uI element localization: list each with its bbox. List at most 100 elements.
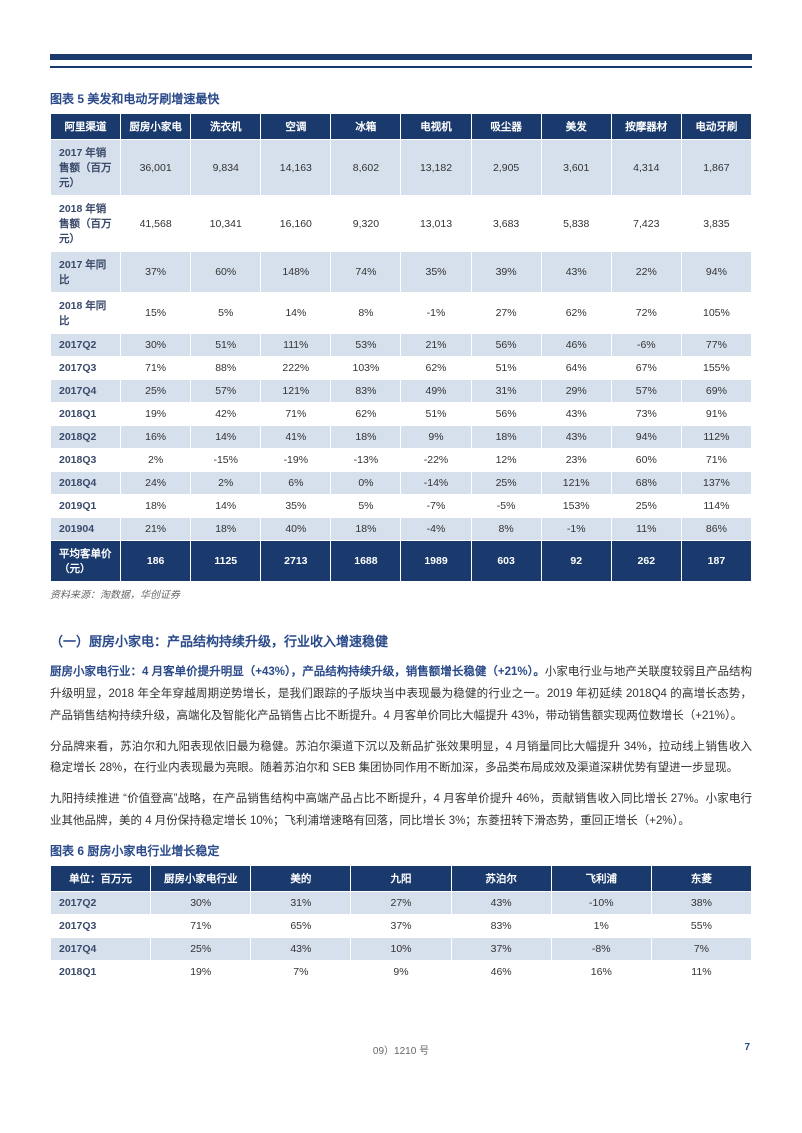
table5-footer-cell: 92 [541, 541, 611, 582]
table5-footer-cell: 262 [611, 541, 681, 582]
table5-cell: 51% [471, 357, 541, 380]
table5-cell: 23% [541, 449, 611, 472]
table5-cell: 1,867 [681, 140, 751, 196]
table5-cell: 11% [611, 518, 681, 541]
table6-cell: 30% [151, 891, 251, 914]
table5-cell: 121% [541, 472, 611, 495]
table6-cell: 19% [151, 960, 251, 983]
table5-cell: 71% [121, 357, 191, 380]
table5-cell: 6% [261, 472, 331, 495]
section1-para1: 厨房小家电行业：4 月客单价提升明显（+43%），产品结构持续升级，销售额增长稳… [50, 662, 752, 728]
table6-col-header: 单位：百万元 [51, 865, 151, 891]
table5-col-header: 厨房小家电 [121, 114, 191, 140]
table6-cell: 31% [251, 891, 351, 914]
table5-col-header: 洗衣机 [191, 114, 261, 140]
table5-cell: 37% [121, 252, 191, 293]
table5-cell: 2019Q1 [51, 495, 121, 518]
table5-cell: -13% [331, 449, 401, 472]
page-number: 7 [744, 1042, 750, 1053]
table5-cell: 7,423 [611, 196, 681, 252]
table5-cell: -15% [191, 449, 261, 472]
table5-cell: 2017Q3 [51, 357, 121, 380]
table6: 单位：百万元厨房小家电行业美的九阳苏泊尔飞利浦东菱 2017Q230%31%27… [50, 865, 752, 984]
table5-cell: 15% [121, 293, 191, 334]
table5-cell: 148% [261, 252, 331, 293]
table5-cell: 3,601 [541, 140, 611, 196]
table5-cell: 14,163 [261, 140, 331, 196]
table5-cell: 41,568 [121, 196, 191, 252]
table5-footer-cell: 2713 [261, 541, 331, 582]
table5-cell: 18% [331, 426, 401, 449]
table5-cell: 94% [611, 426, 681, 449]
table5-cell: 2018Q3 [51, 449, 121, 472]
table5-cell: 103% [331, 357, 401, 380]
table5-cell: 105% [681, 293, 751, 334]
table5-cell: 56% [471, 403, 541, 426]
table6-cell: 16% [551, 960, 651, 983]
table5-cell: 40% [261, 518, 331, 541]
table5-col-header: 按摩器材 [611, 114, 681, 140]
table5-footer-cell: 603 [471, 541, 541, 582]
table5-cell: 2018 年销售额（百万元） [51, 196, 121, 252]
table5-cell: 2017Q2 [51, 334, 121, 357]
table6-cell: 46% [451, 960, 551, 983]
footer: 09）1210 号 7 [0, 1042, 802, 1057]
table5-cell: 62% [331, 403, 401, 426]
table5-footer-cell: 1125 [191, 541, 261, 582]
table5-cell: 2,905 [471, 140, 541, 196]
table5-cell: 121% [261, 380, 331, 403]
table5-cell: 16% [121, 426, 191, 449]
table5-cell: 222% [261, 357, 331, 380]
table6-cell: 11% [651, 960, 751, 983]
table5-cell: 8% [331, 293, 401, 334]
table5-cell: 111% [261, 334, 331, 357]
table5-col-header: 吸尘器 [471, 114, 541, 140]
table5-cell: 18% [191, 518, 261, 541]
table6-cell: 2017Q2 [51, 891, 151, 914]
table5-cell: 2% [191, 472, 261, 495]
table5-cell: 14% [261, 293, 331, 334]
table5: 阿里渠道厨房小家电洗衣机空调冰箱电视机吸尘器美发按摩器材电动牙刷 2017 年销… [50, 113, 752, 582]
table5-cell: 88% [191, 357, 261, 380]
table5-cell: 62% [401, 357, 471, 380]
table6-cell: 71% [151, 914, 251, 937]
section1-para2: 分品牌来看，苏泊尔和九阳表现依旧最为稳健。苏泊尔渠道下沉以及新品扩张效果明显，4… [50, 737, 752, 781]
table6-cell: 7% [251, 960, 351, 983]
table5-cell: 57% [191, 380, 261, 403]
table5-cell: 3,835 [681, 196, 751, 252]
table5-col-header: 阿里渠道 [51, 114, 121, 140]
table5-cell: 49% [401, 380, 471, 403]
table5-cell: 19% [121, 403, 191, 426]
table5-cell: 5% [191, 293, 261, 334]
table5-cell: 8% [471, 518, 541, 541]
table5-cell: 64% [541, 357, 611, 380]
table5-cell: 13,013 [401, 196, 471, 252]
table5-title: 图表 5 美发和电动牙刷增速最快 [50, 90, 752, 107]
table5-cell: 36,001 [121, 140, 191, 196]
table5-col-header: 空调 [261, 114, 331, 140]
table5-cell: 12% [471, 449, 541, 472]
table5-cell: 18% [471, 426, 541, 449]
table5-cell: 21% [401, 334, 471, 357]
table5-cell: 42% [191, 403, 261, 426]
table5-footer-cell: 187 [681, 541, 751, 582]
table5-cell: 62% [541, 293, 611, 334]
table5-cell: 29% [541, 380, 611, 403]
table5-cell: 114% [681, 495, 751, 518]
table5-cell: 74% [331, 252, 401, 293]
table5-cell: 9,834 [191, 140, 261, 196]
table6-col-header: 九阳 [351, 865, 451, 891]
table5-cell: 14% [191, 426, 261, 449]
table5-cell: 71% [681, 449, 751, 472]
table5-cell: 83% [331, 380, 401, 403]
table5-footer-cell: 1688 [331, 541, 401, 582]
table5-cell: 67% [611, 357, 681, 380]
table5-cell: 201904 [51, 518, 121, 541]
table5-cell: 43% [541, 252, 611, 293]
table5-cell: 2018Q1 [51, 403, 121, 426]
table5-cell: 25% [121, 380, 191, 403]
table5-cell: 73% [611, 403, 681, 426]
table6-cell: 25% [151, 937, 251, 960]
table6-col-header: 东菱 [651, 865, 751, 891]
table5-cell: -1% [401, 293, 471, 334]
